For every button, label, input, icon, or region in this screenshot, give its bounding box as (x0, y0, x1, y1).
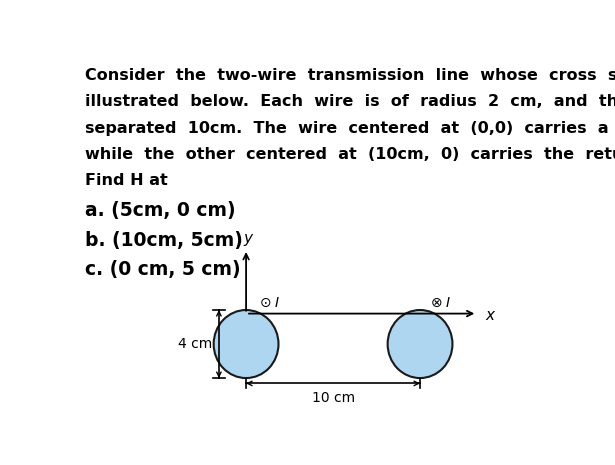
Text: c. (0 cm, 5 cm): c. (0 cm, 5 cm) (85, 260, 241, 279)
Text: while  the  other  centered  at  (10cm,  0)  carries  the  return  current.: while the other centered at (10cm, 0) ca… (85, 147, 615, 162)
Text: 10 cm: 10 cm (312, 391, 355, 405)
Ellipse shape (387, 310, 453, 378)
Text: ⊙: ⊙ (260, 296, 271, 310)
Text: y: y (243, 231, 252, 246)
Text: I: I (275, 296, 279, 310)
Text: Consider  the  two-wire  transmission  line  whose  cross  section  is: Consider the two-wire transmission line … (85, 68, 615, 83)
Text: separated  10cm.  The  wire  centered  at  (0,0)  carries  a  current  of  5  A: separated 10cm. The wire centered at (0,… (85, 120, 615, 136)
Text: Find H at: Find H at (85, 173, 169, 188)
Text: I: I (445, 296, 450, 310)
Text: 4 cm: 4 cm (178, 337, 212, 351)
Text: a. (5cm, 0 cm): a. (5cm, 0 cm) (85, 201, 236, 220)
Text: ⊗: ⊗ (431, 296, 443, 310)
Text: b. (10cm, 5cm): b. (10cm, 5cm) (85, 231, 244, 250)
Ellipse shape (213, 310, 279, 378)
Text: illustrated  below.  Each  wire  is  of  radius  2  cm,  and  the  wires  are: illustrated below. Each wire is of radiu… (85, 94, 615, 109)
Text: x: x (486, 308, 495, 323)
